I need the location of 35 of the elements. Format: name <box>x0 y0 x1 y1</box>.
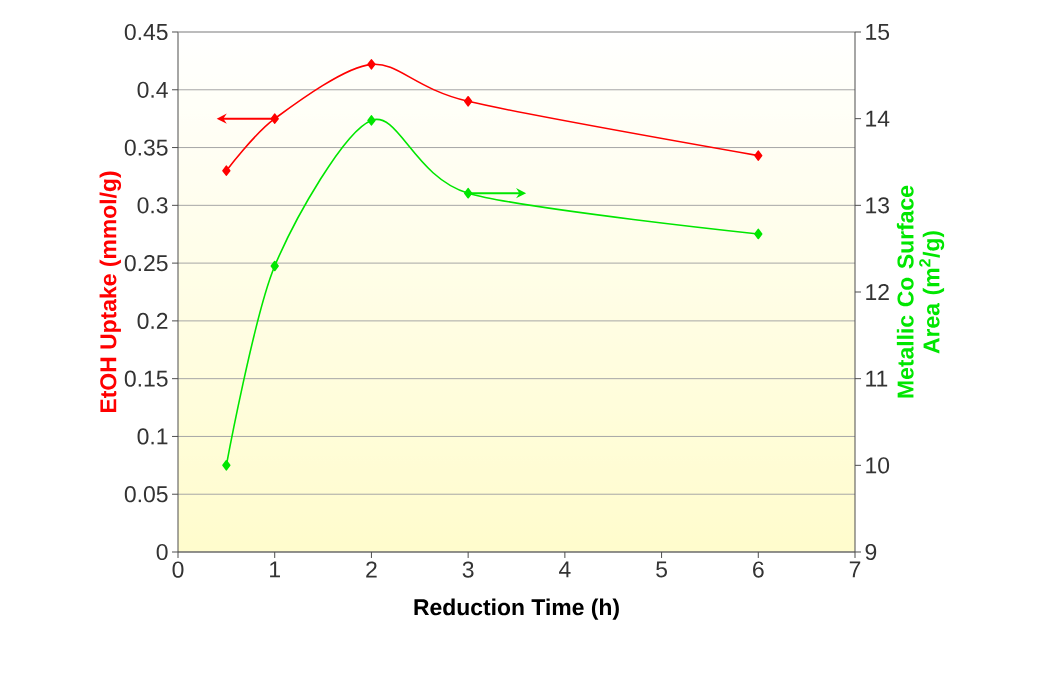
x-tick-label: 0 <box>172 561 184 578</box>
y2-tick-label: 12 <box>866 284 889 300</box>
point <box>367 59 376 70</box>
x-tick-label: 3 <box>462 561 474 578</box>
y-tick-label: 0.05 <box>124 486 168 503</box>
x-tick-label: 1 <box>270 561 280 578</box>
y-tick-label: 0.4 <box>137 81 168 98</box>
y-axis-title: EtOH Uptake (mmol/g) <box>99 171 122 413</box>
y-tick-label: 0.1 <box>137 428 168 445</box>
y-tick-label: 0 <box>156 543 168 561</box>
y-tick-label: 0.35 <box>124 139 168 156</box>
point <box>222 165 231 176</box>
y2-tick-label: 10 <box>866 457 890 474</box>
x-tick-label: 7 <box>849 561 861 578</box>
x-tick-label: 2 <box>366 561 377 578</box>
point <box>270 260 279 272</box>
point <box>754 228 763 240</box>
point <box>367 115 376 126</box>
y-tick-label: 0.15 <box>124 370 168 387</box>
x-tick-label: 5 <box>656 561 667 578</box>
point <box>222 460 231 471</box>
y2-tick-label: 9 <box>865 543 877 561</box>
y-tick-label: 0.45 <box>124 23 168 41</box>
y-tick-label: 0.3 <box>137 197 168 214</box>
y-tick-label: 0.2 <box>137 312 168 329</box>
x-axis-title: Reduction Time (h) <box>414 598 619 620</box>
point <box>463 96 473 107</box>
x-tick-label: 4 <box>559 561 571 578</box>
y2-tick-label: 11 <box>866 370 888 387</box>
y-tick-label: 0.25 <box>124 255 168 272</box>
y2-tick-label: 14 <box>866 110 890 127</box>
y2-tick-label: 15 <box>866 24 890 40</box>
x-tick-label: 6 <box>753 561 764 578</box>
point <box>754 150 763 161</box>
y2-tick-label: 13 <box>866 197 889 214</box>
